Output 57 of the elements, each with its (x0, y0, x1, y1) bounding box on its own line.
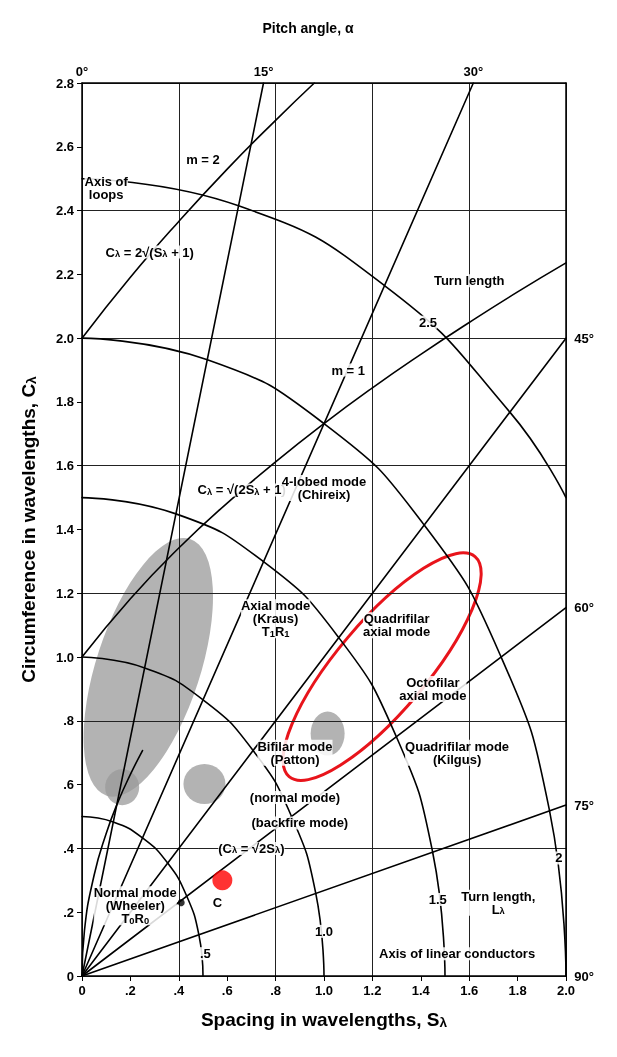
x-tick-label: 1.0 (314, 983, 334, 998)
y-tick-label: .2 (63, 904, 74, 920)
annotation: (Cλ = √2Sλ) (218, 840, 285, 856)
annotation: Axis of loops (84, 174, 129, 203)
annotation: 2 (555, 850, 563, 866)
y-tick-label: 1.8 (55, 394, 74, 410)
y-tick-label: 1.0 (55, 649, 74, 665)
y-tick-label: 1.4 (55, 522, 75, 537)
annotation: Cλ = 2√(Sλ + 1) (105, 244, 194, 260)
y-tick-label: 0 (66, 968, 74, 984)
annotation: Axial mode (Kraus) T1R1 (240, 598, 311, 640)
x-axis-title: Spacing in wavelengths, Sλ (200, 1009, 448, 1030)
annotation: Axis of linear conductors (379, 946, 536, 962)
annotation: m = 1 (331, 362, 365, 378)
x-tick-label: 2.0 (556, 983, 576, 998)
y-tick-label: 2.2 (55, 266, 74, 282)
annotation: Normal mode (Wheeler) T0R0 (93, 885, 177, 927)
x-tick-label: .8 (270, 983, 282, 998)
chart-title: Pitch angle, α (262, 20, 354, 36)
x-tick-label: 1.2 (363, 983, 382, 998)
annotation: (backfire mode) (251, 815, 349, 831)
annotation: m = 2 (186, 152, 220, 168)
annotation: Turn length (433, 273, 505, 289)
y-tick-label: .6 (63, 777, 74, 793)
x-tick-label: .4 (173, 983, 185, 998)
annotation: 75° (574, 797, 594, 813)
annotation: 2.5 (419, 314, 438, 330)
annotation: 30° (463, 63, 484, 79)
y-tick-label: 1.6 (55, 458, 74, 474)
annotation: 1.0 (314, 923, 334, 939)
annotation: (normal mode) (249, 789, 341, 805)
y-tick-label: 2.4 (55, 203, 75, 219)
annotation: Turn length, Lλ (461, 888, 536, 917)
x-tick-label: 1.8 (508, 983, 527, 998)
y-tick-label: 2.8 (55, 75, 74, 91)
annotation: 15° (253, 63, 274, 79)
annotation: Octofilar axial mode (399, 674, 467, 703)
annotation: Quadrifilar mode (Kilgus) (405, 738, 510, 767)
annotation: 60° (574, 600, 594, 616)
annotation: C (212, 895, 223, 911)
x-tick-label: .6 (221, 983, 233, 998)
annotation: 1.5 (428, 891, 447, 907)
annotation: 45° (574, 330, 594, 346)
annotation: Bifilar mode (Patton) (257, 738, 333, 767)
y-tick-label: .4 (63, 840, 75, 856)
text: 0° (75, 63, 89, 79)
x-tick-label: 1.6 (460, 983, 479, 998)
x-tick-label: 1.4 (411, 983, 431, 998)
x-tick-label: 0 (78, 983, 86, 998)
annotation: 90° (574, 968, 594, 984)
annotation: .5 (200, 946, 211, 962)
y-tick-label: 2.6 (55, 139, 74, 155)
y-tick-label: 2.0 (55, 330, 74, 346)
y-tick-label: 1.2 (55, 585, 74, 601)
x-tick-label: .2 (124, 983, 136, 998)
y-tick-label: .8 (63, 713, 74, 729)
annotation: Quadrifilar axial mode (363, 611, 431, 640)
